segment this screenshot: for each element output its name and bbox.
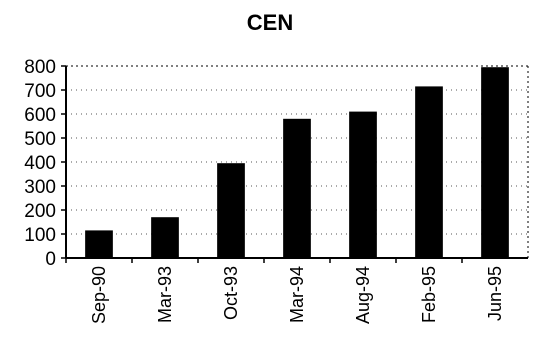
x-tick-label: Oct-93	[221, 266, 241, 320]
y-tick-label: 300	[24, 177, 56, 198]
x-tick-label: Feb-95	[419, 266, 439, 323]
y-tick-label: 400	[24, 153, 56, 174]
y-tick-label: 800	[24, 57, 56, 78]
y-tick-label: 100	[24, 225, 56, 246]
x-tick-label: Jun-95	[485, 266, 505, 321]
bar	[415, 86, 443, 259]
y-tick-label: 200	[24, 201, 56, 222]
bar	[349, 111, 377, 258]
chart-title: CEN	[247, 10, 293, 35]
bar	[151, 217, 179, 258]
y-tick-label: 500	[24, 129, 56, 150]
bar	[85, 230, 113, 258]
y-tick-labels: 0 100 200 300 400 500 600 700 800	[24, 57, 66, 270]
bar	[481, 67, 509, 258]
x-tick-label: Sep-90	[89, 266, 109, 324]
y-tick-label: 600	[24, 105, 56, 126]
y-tick-label: 700	[24, 81, 56, 102]
bar	[283, 118, 311, 258]
bars	[85, 67, 509, 259]
x-tick-label: Mar-94	[287, 266, 307, 323]
x-tick-labels: Sep-90 Mar-93 Oct-93 Mar-94 Aug-94 Feb-95 Jun-…	[65, 258, 505, 324]
x-tick-label: Mar-93	[155, 266, 175, 323]
y-tick-label: 0	[45, 249, 56, 270]
x-tick-label: Aug-94	[353, 266, 373, 324]
bar	[217, 163, 245, 258]
